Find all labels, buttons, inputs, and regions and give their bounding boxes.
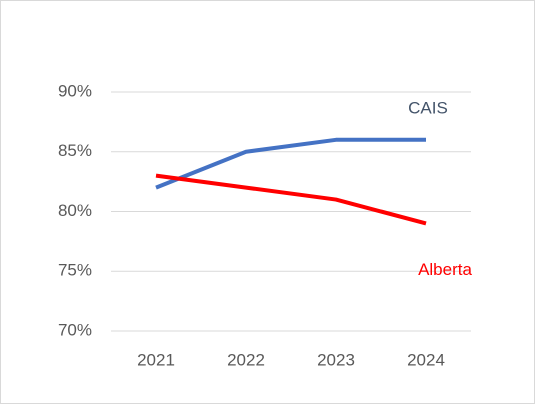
x-tick-label: 2022 [227,350,265,369]
y-tick-label: 75% [58,261,92,280]
y-tick-label: 85% [58,141,92,160]
series-line [155,173,427,226]
x-tick-label: 2023 [317,350,355,369]
y-tick-label: 70% [58,320,92,339]
y-tick-label: 80% [58,201,92,220]
series-label: CAIS [408,98,448,117]
x-tick-label: 2021 [137,350,175,369]
y-tick-label: 90% [58,81,92,100]
series-line [155,137,426,190]
x-tick-label: 2024 [407,350,445,369]
series-label: Alberta [418,260,472,279]
